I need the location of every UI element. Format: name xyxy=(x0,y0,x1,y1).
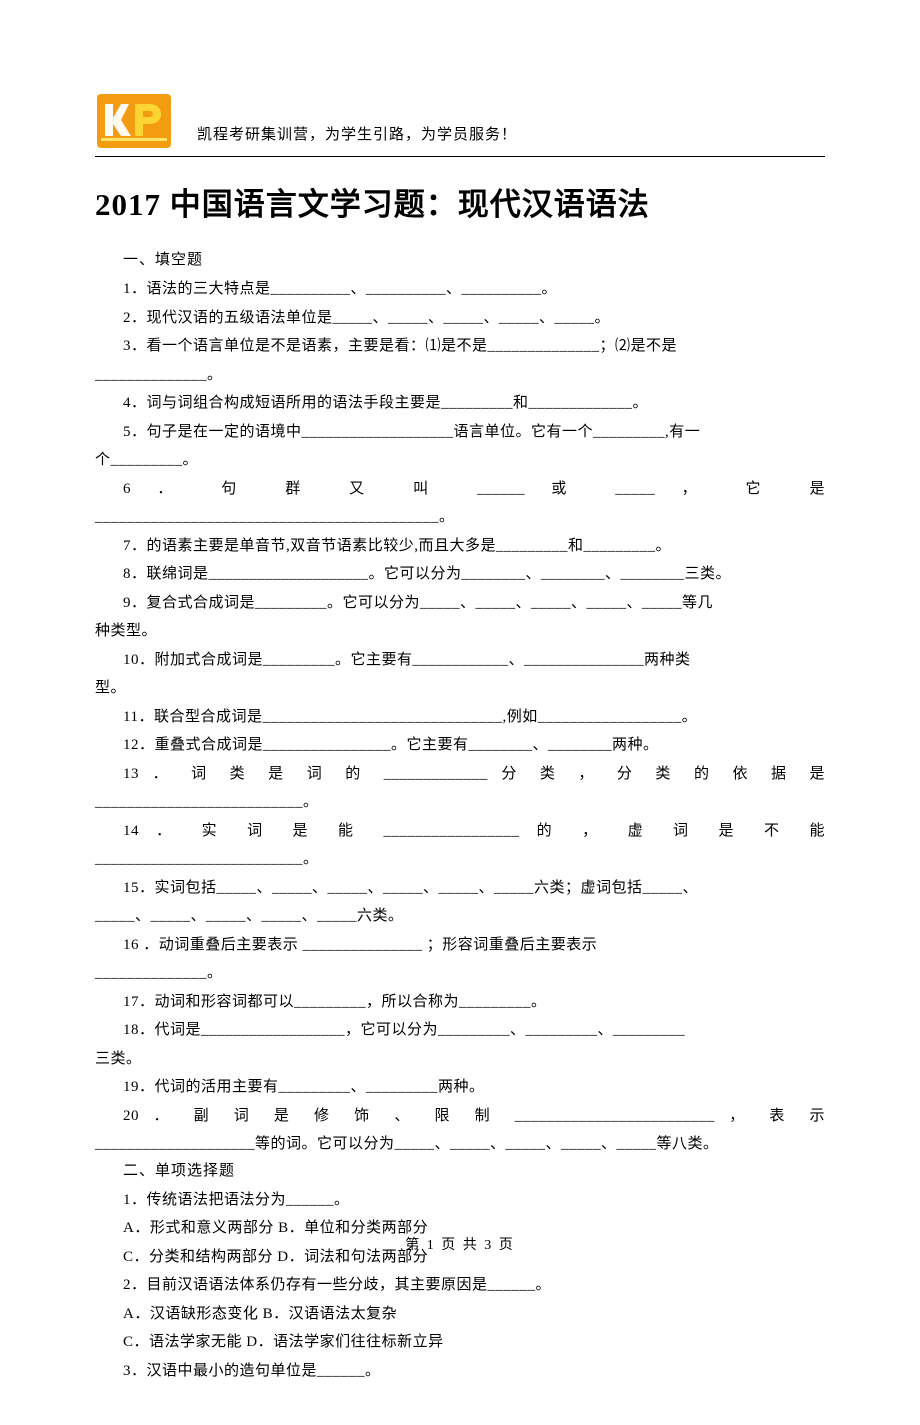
q17: 17．动词和形容词都可以_________，所以合称为_________。 xyxy=(95,988,825,1017)
mc3-q: 3．汉语中最小的造句单位是______。 xyxy=(95,1357,825,1386)
section-1: 一、填空题 1．语法的三大特点是__________、__________、__… xyxy=(95,248,825,1159)
q20-line1: 20 ． 副 词 是 修 饰 、 限 制 ___________________… xyxy=(95,1102,825,1131)
q14-line1: 14 ． 实 词 是 能 _________________ 的 ， 虚 词 是… xyxy=(95,817,825,846)
header-divider xyxy=(95,156,825,157)
q9-line2: 种类型。 xyxy=(95,617,825,646)
q20-line2: ____________________等的词。它可以分为_____、_____… xyxy=(95,1130,825,1159)
page-footer: 第 1 页 共 3 页 xyxy=(0,1234,920,1254)
q18-line2: 三类。 xyxy=(95,1045,825,1074)
q16-line2: ______________。 xyxy=(95,959,825,988)
q7: 7．的语素主要是单音节,双音节语素比较少,而且大多是_________和____… xyxy=(95,532,825,561)
mc2-ab: A．汉语缺形态变化 B．汉语语法太复杂 xyxy=(123,1300,825,1329)
section-1-heading: 一、填空题 xyxy=(123,248,825,269)
q5-line1: 5．句子是在一定的语境中___________________语言单位。它有一个… xyxy=(95,418,825,447)
q4: 4．词与词组合构成短语所用的语法手段主要是_________和_________… xyxy=(95,389,825,418)
q14-line2: __________________________。 xyxy=(95,845,825,874)
q6-line2: ________________________________________… xyxy=(95,503,825,532)
logo-icon xyxy=(95,90,173,152)
q3-line1: 3．看一个语言单位是不是语素，主要是看：⑴是不是______________；⑵… xyxy=(95,332,825,361)
q15-line1: 15．实词包括_____、_____、_____、_____、_____、___… xyxy=(95,874,825,903)
mc2-q: 2．目前汉语语法体系仍存有一些分歧，其主要原因是______。 xyxy=(95,1271,825,1300)
q18-line1: 18．代词是__________________，它可以分为_________、… xyxy=(95,1016,825,1045)
q12: 12．重叠式合成词是________________。它主要有________、… xyxy=(95,731,825,760)
page-title: 2017 中国语言文学习题：现代汉语语法 xyxy=(95,179,825,224)
section-2: 二、单项选择题 1．传统语法把语法分为______。 A．形式和意义两部分 B．… xyxy=(95,1159,825,1386)
mc1-q: 1．传统语法把语法分为______。 xyxy=(95,1186,825,1215)
q13-line2: __________________________。 xyxy=(95,788,825,817)
q13-line1: 13 ． 词 类 是 词 的 _____________ 分 类 ， 分 类 的… xyxy=(95,760,825,789)
q2: 2．现代汉语的五级语法单位是_____、_____、_____、_____、__… xyxy=(95,304,825,333)
header-text: 凯程考研集训营，为学生引路，为学员服务！ xyxy=(197,123,517,144)
q11: 11．联合型合成词是______________________________… xyxy=(95,703,825,732)
header: 凯程考研集训营，为学生引路，为学员服务！ xyxy=(95,90,825,152)
q16-line1: 16 ．动词重叠后主要表示 _______________ ；形容词重叠后主要表… xyxy=(95,931,825,960)
mc2-cd: C．语法学家无能 D．语法学家们往往标新立异 xyxy=(123,1328,825,1357)
q15-line2: _____、_____、_____、_____、_____六类。 xyxy=(95,902,825,931)
q1: 1．语法的三大特点是__________、__________、________… xyxy=(95,275,825,304)
q6-line1: 6 ． 句 群 又 叫 ______ 或 _____ ， 它 是 xyxy=(95,475,825,504)
section-2-heading: 二、单项选择题 xyxy=(123,1159,825,1180)
q9-line1: 9．复合式合成词是_________。它可以分为_____、_____、____… xyxy=(95,589,825,618)
q10-line2: 型。 xyxy=(95,674,825,703)
q19: 19．代词的活用主要有_________、_________两种。 xyxy=(95,1073,825,1102)
q10-line1: 10．附加式合成词是_________。它主要有____________、___… xyxy=(95,646,825,675)
q3-line2: ______________。 xyxy=(95,361,825,390)
q5-line2: 个_________。 xyxy=(95,446,825,475)
q8: 8．联绵词是____________________。它可以分为________… xyxy=(95,560,825,589)
